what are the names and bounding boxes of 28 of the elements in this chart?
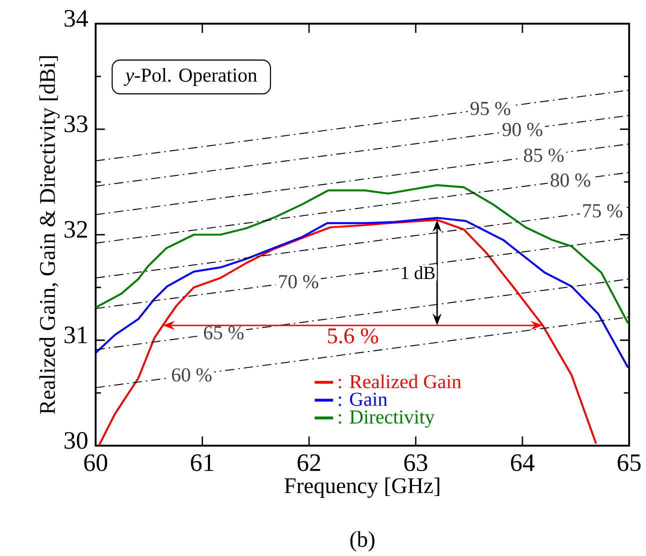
series-label: 70 % — [279, 275, 318, 288]
annotation: y-Pol. Operation — [124, 68, 258, 86]
x-tick-label: 61 — [190, 454, 214, 472]
series-label: 95 % — [470, 102, 510, 116]
series-label: 85 % — [524, 148, 564, 162]
y-tick-label: 30 — [64, 432, 88, 449]
y-axis-title: Realized Gain, Gain & Directivity [dBi] — [39, 56, 60, 414]
series-label: 75 % — [583, 204, 622, 218]
x-tick-label: 64 — [511, 454, 535, 472]
x-axis-title: Frequency [GHz] — [284, 478, 440, 498]
legend-label: : Gain — [338, 392, 388, 406]
series-label: 60 % — [172, 368, 212, 382]
annotation: 1 dB — [402, 266, 435, 280]
x-tick-label: 63 — [404, 454, 428, 472]
legend-label: : Realized Gain — [338, 374, 462, 388]
y-tick-label: 34 — [64, 10, 88, 27]
y-tick-label: 32 — [64, 221, 88, 238]
annotation: 5.6 % — [328, 328, 378, 344]
legend-label: : Directivity — [338, 410, 435, 428]
x-tick-label: 62 — [298, 454, 320, 472]
series-label: 90 % — [502, 122, 542, 136]
series-label: 65 % — [204, 326, 244, 340]
y-tick-label: 33 — [64, 116, 88, 132]
x-tick-label: 60 — [84, 454, 108, 472]
x-tick-label: 65 — [618, 454, 641, 472]
text: (b) — [350, 531, 374, 552]
y-tick-label: 31 — [64, 326, 87, 344]
series-label: 80 % — [550, 174, 590, 187]
